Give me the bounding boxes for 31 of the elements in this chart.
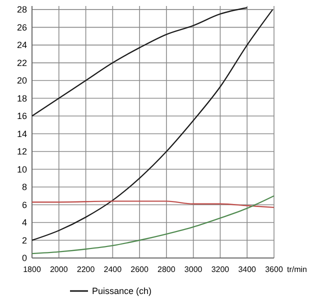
y-tick-label: 4 <box>22 218 27 228</box>
x-tick-label: 2400 <box>104 265 122 274</box>
y-tick-label: 18 <box>16 93 27 104</box>
line-series <box>31 8 274 241</box>
x-tick-label: 3000 <box>184 265 203 274</box>
line-series <box>31 195 275 254</box>
y-tick-label: 2 <box>22 235 27 246</box>
line-series <box>31 200 275 208</box>
x-tick-label: 2200 <box>76 265 96 274</box>
y-tick-label: 26 <box>16 22 27 32</box>
x-tick-label: 3600 <box>265 265 284 274</box>
y-tick-label: 12 <box>16 146 27 157</box>
legend-label: Puissance (ch) <box>92 286 152 296</box>
x-tick-label: 3400 <box>238 265 257 274</box>
y-tick-label: 8 <box>22 182 27 192</box>
y-tick-label: 6 <box>22 200 27 210</box>
x-tick-label: 3200 <box>211 265 230 274</box>
x-tick-label: 2600 <box>130 265 150 274</box>
x-tick-label: 1800 <box>23 265 42 274</box>
y-tick-label: 20 <box>16 76 27 86</box>
y-tick-label: 24 <box>16 40 27 50</box>
x-tick-label: 2800 <box>158 265 176 274</box>
y-tick-label: 28 <box>16 4 27 15</box>
x-axis-title: tr/min <box>287 265 307 274</box>
x-tick-label: 2000 <box>50 265 68 274</box>
y-tick-label: 10 <box>16 164 27 174</box>
line-series <box>31 7 248 117</box>
y-tick-label: 14 <box>16 128 27 139</box>
y-tick-label: 22 <box>16 58 27 68</box>
y-tick-label: 16 <box>16 111 27 122</box>
y-tick-label: 0 <box>22 253 27 263</box>
